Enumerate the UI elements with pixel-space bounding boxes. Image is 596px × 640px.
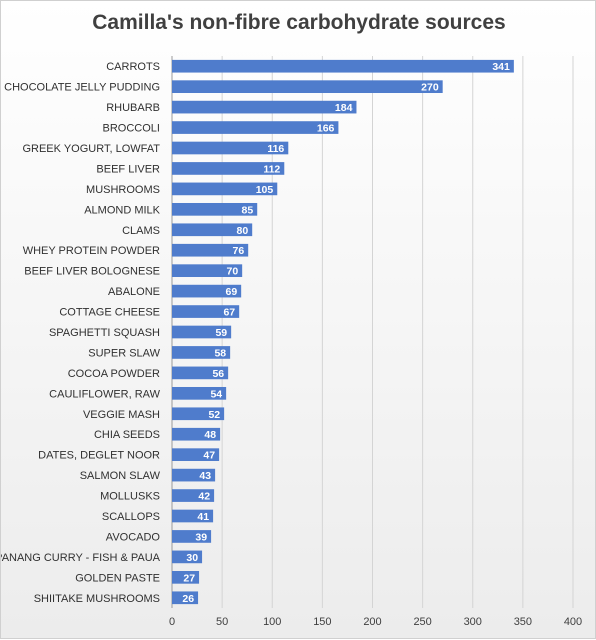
category-label: AVOCADO: [106, 531, 161, 543]
data-label: 341: [492, 61, 510, 73]
category-label: WHEY PROTEIN POWDER: [23, 245, 160, 257]
data-label: 26: [182, 593, 194, 605]
bar: [172, 530, 212, 543]
data-label: 184: [335, 102, 353, 114]
bar: [172, 366, 229, 380]
category-label: SALMON SLAW: [80, 470, 161, 482]
x-tick-label: 100: [263, 616, 281, 628]
x-tick-label: 250: [413, 616, 431, 628]
data-label: 54: [210, 388, 222, 400]
bar: [172, 182, 278, 196]
bar: [172, 591, 199, 605]
category-label: CHIA SEEDS: [94, 429, 160, 441]
bar: [172, 284, 242, 298]
data-label: 67: [223, 307, 235, 319]
category-label: CAULIFLOWER, RAW: [49, 388, 160, 400]
data-label: 270: [421, 82, 439, 94]
category-label: MOLLUSKS: [100, 491, 160, 503]
data-label: 116: [267, 143, 284, 155]
category-label: PANANG CURRY - FISH & PAUA: [1, 552, 161, 564]
bar: [172, 386, 227, 400]
x-axis-ticks: 0 50 100 150 200 250 300 350 400: [169, 616, 582, 628]
bar: [172, 243, 249, 257]
bar: [172, 80, 443, 94]
bar: [172, 141, 289, 155]
category-labels: CARROTS CHOCOLATE JELLY PUDDING RHUBARB BRO…: [1, 61, 161, 605]
x-tick-label: 150: [313, 616, 331, 628]
data-label: 112: [263, 163, 280, 175]
category-label: CHOCOLATE JELLY PUDDING: [4, 82, 160, 94]
category-label: ABALONE: [108, 286, 160, 298]
data-label: 58: [214, 347, 226, 359]
data-label: 47: [203, 450, 215, 462]
category-label: GOLDEN PASTE: [75, 572, 160, 584]
data-label: 48: [204, 429, 216, 441]
bar: [172, 305, 240, 318]
bar: [172, 427, 221, 441]
bar: [172, 570, 200, 584]
bar: [172, 223, 253, 237]
data-label: 80: [237, 225, 249, 237]
bar: [172, 407, 225, 421]
data-label: 43: [199, 470, 211, 482]
bar: [172, 346, 231, 359]
category-label: SHIITAKE MUSHROOMS: [34, 593, 160, 605]
bar: [172, 264, 243, 278]
data-label: 39: [195, 531, 207, 543]
data-label: 70: [226, 266, 238, 278]
category-label: SUPER SLAW: [88, 347, 160, 359]
x-tick-label: 300: [464, 616, 482, 628]
data-label: 42: [198, 491, 210, 503]
data-label: 85: [242, 204, 254, 216]
category-label: COCOA POWDER: [68, 368, 160, 380]
category-label: BEEF LIVER: [96, 163, 160, 175]
x-tick-label: 0: [169, 616, 175, 628]
category-label: SPAGHETTI SQUASH: [49, 327, 160, 339]
bar: [172, 162, 285, 175]
bar: [172, 325, 232, 339]
data-label: 41: [197, 511, 209, 523]
bar: [172, 59, 514, 73]
category-label: GREEK YOGURT, LOWFAT: [22, 143, 160, 155]
category-label: COTTAGE CHEESE: [59, 307, 160, 319]
x-tick-label: 50: [216, 616, 228, 628]
x-tick-label: 350: [514, 616, 532, 628]
bar: [172, 121, 339, 134]
data-label: 56: [212, 368, 224, 380]
category-label: BROCCOLI: [103, 123, 160, 135]
bar: [172, 448, 220, 462]
category-label: VEGGIE MASH: [83, 409, 160, 421]
bar: [172, 202, 258, 216]
category-label: BEEF LIVER BOLOGNESE: [24, 266, 160, 278]
data-label: 69: [225, 286, 237, 298]
data-label: 52: [208, 409, 220, 421]
chart-title: Camilla's non-fibre carbohydrate sources: [92, 11, 506, 34]
bar: [172, 550, 203, 564]
bar: [172, 509, 214, 523]
category-label: CARROTS: [106, 61, 160, 73]
gridlines: [171, 56, 574, 608]
category-label: CLAMS: [122, 225, 160, 237]
category-label: SCALLOPS: [102, 511, 160, 523]
data-label: 30: [186, 552, 198, 564]
bar: [172, 468, 216, 482]
category-label: DATES, DEGLET NOOR: [38, 450, 160, 462]
bar: [172, 100, 357, 114]
bar: [172, 489, 215, 502]
x-tick-label: 400: [564, 616, 582, 628]
category-label: RHUBARB: [106, 102, 160, 114]
data-label: 59: [215, 327, 227, 339]
category-label: MUSHROOMS: [86, 184, 160, 196]
x-tick-label: 200: [363, 616, 381, 628]
category-label: ALMOND MILK: [84, 204, 160, 216]
data-label: 27: [183, 572, 195, 584]
data-label: 105: [256, 184, 274, 196]
data-label: 166: [317, 123, 335, 135]
data-label: 76: [233, 245, 245, 257]
